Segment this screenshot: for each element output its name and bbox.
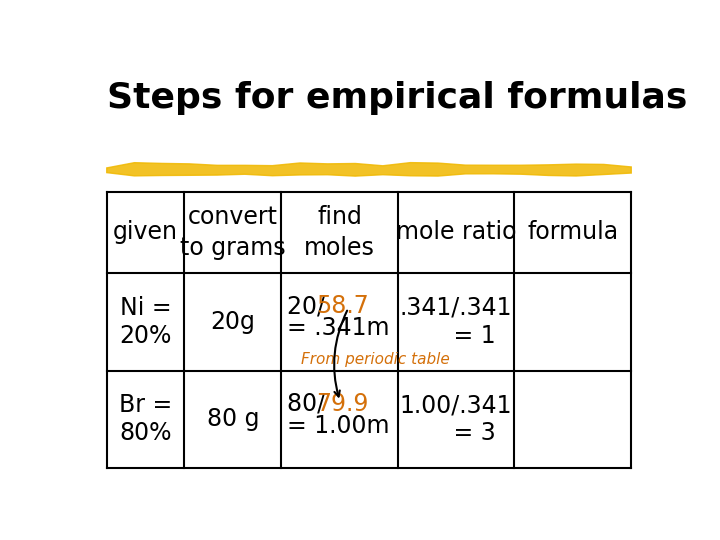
Text: 80 g: 80 g — [207, 407, 259, 431]
Text: 80/: 80/ — [287, 392, 333, 415]
Text: formula: formula — [527, 220, 618, 245]
Text: convert
to grams: convert to grams — [180, 205, 286, 260]
Text: 58.7: 58.7 — [316, 294, 369, 318]
Text: find
moles: find moles — [304, 205, 375, 260]
Text: 20/: 20/ — [287, 294, 333, 318]
Text: = .341m: = .341m — [287, 316, 390, 340]
Text: Ni =
20%: Ni = 20% — [120, 296, 172, 348]
Text: .341/.341
     = 1: .341/.341 = 1 — [400, 296, 513, 348]
Text: 79.9: 79.9 — [316, 392, 369, 415]
Text: given: given — [113, 220, 178, 245]
Text: mole ratio: mole ratio — [396, 220, 516, 245]
Text: = 1.00m: = 1.00m — [287, 414, 390, 437]
Polygon shape — [107, 163, 631, 176]
Text: From periodic table: From periodic table — [301, 352, 450, 367]
Text: 20g: 20g — [210, 310, 256, 334]
Text: Br =
80%: Br = 80% — [119, 394, 172, 445]
Text: Steps for empirical formulas: Steps for empirical formulas — [107, 82, 687, 116]
Text: 1.00/.341
     = 3: 1.00/.341 = 3 — [400, 394, 513, 445]
